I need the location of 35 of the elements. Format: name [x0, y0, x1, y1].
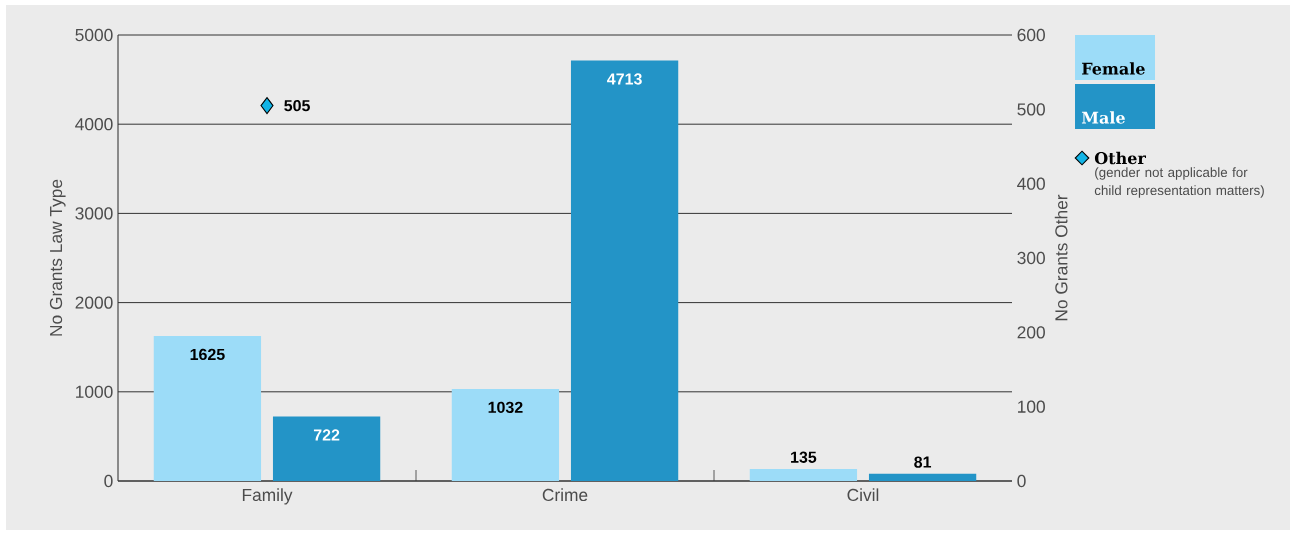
data-label: 722: [313, 429, 340, 441]
data-label: 81: [914, 456, 932, 468]
x-tick-label: Family: [242, 488, 293, 505]
bar: [451, 388, 560, 481]
y-tick-label: 4000: [75, 118, 113, 131]
y2-tick-label: 400: [1017, 177, 1045, 190]
y-tick-label: 1000: [76, 385, 113, 398]
data-label: 4713: [607, 73, 642, 85]
data-label: 1625: [190, 348, 225, 361]
bar: [570, 60, 679, 481]
text: (gender not applicable for child representation matters): [1094, 167, 1264, 198]
bar: [153, 336, 262, 481]
text: Male: [1081, 111, 1125, 124]
y-axis-title: No Grants Law Type: [49, 179, 66, 336]
y-tick-label: 0: [104, 474, 113, 488]
y2-tick-label: 0: [1017, 474, 1026, 488]
bar: [749, 468, 858, 481]
x-tick-label: Civil: [847, 488, 879, 502]
data-label: 135: [791, 451, 817, 463]
y2-tick-label: 200: [1017, 326, 1045, 339]
data-label: 1032: [488, 401, 523, 414]
y2-tick-label: 500: [1017, 103, 1045, 116]
y2-tick-label: 300: [1017, 251, 1045, 265]
y-tick-label: 2000: [75, 296, 113, 309]
y-tick-label: 5000: [75, 28, 113, 42]
bar: [868, 473, 977, 481]
data-label: 505: [284, 99, 310, 112]
y2-tick-label: 100: [1018, 400, 1045, 413]
y2-axis-title: No Grants Other: [1054, 194, 1068, 321]
bar: [272, 416, 381, 481]
x-tick-label: Crime: [542, 488, 588, 502]
text: Female: [1082, 62, 1145, 75]
y2-tick-label: 600: [1017, 28, 1045, 42]
legend-label: Other: [1094, 151, 1147, 165]
y-tick-label: 3000: [75, 207, 113, 220]
